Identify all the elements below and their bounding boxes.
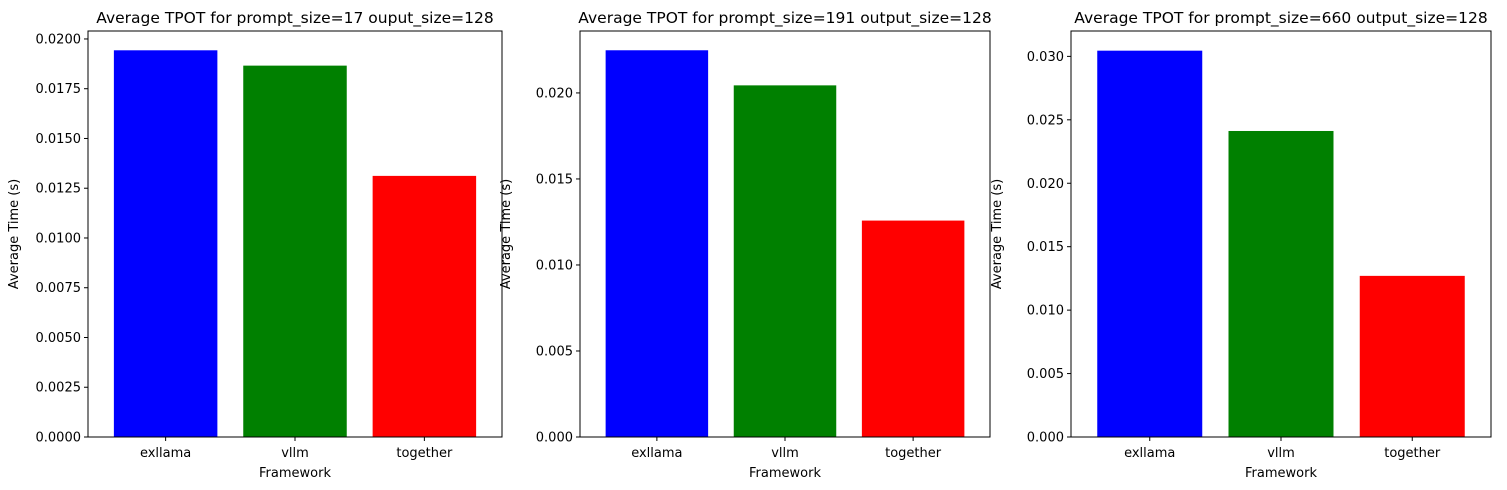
y-tick-label: 0.0100: [36, 231, 82, 246]
chart-title: Average TPOT for prompt_size=660 output_…: [1074, 9, 1487, 28]
y-tick-label: 0.005: [536, 344, 573, 359]
bar-exllama: [113, 50, 218, 438]
bar-vllm: [243, 65, 347, 437]
y-tick-label: 0.000: [1027, 431, 1064, 446]
x-tick-label: exllama: [631, 446, 682, 461]
x-axis-label: Framework: [259, 466, 331, 481]
chart-panel-1: 0.0000 0.0025 0.0050 0.0075 0.0100 0.0125 0.01…: [7, 9, 503, 481]
y-axis-label: Average Time (s): [499, 179, 514, 289]
x-tick-label: exllama: [140, 446, 191, 461]
y-tick-label: 0.0125: [36, 182, 82, 197]
y-tick-label: 0.0150: [36, 132, 82, 147]
y-axis-label: Average Time (s): [7, 179, 22, 289]
x-tick-label: together: [1384, 446, 1441, 461]
x-tick-label: vllm: [1267, 446, 1295, 461]
x-tick-label: exllama: [1124, 446, 1175, 461]
x-tick-label: together: [885, 446, 942, 461]
y-tick-label: 0.015: [1027, 240, 1064, 255]
y-tick-label: 0.025: [1027, 113, 1064, 128]
y-tick-label: 0.010: [536, 258, 573, 273]
y-tick-label: 0.0000: [36, 431, 82, 446]
y-tick-label: 0.0200: [36, 32, 82, 47]
y-tick-label: 0.020: [536, 86, 573, 101]
bar-together: [1359, 275, 1465, 437]
chart-title: Average TPOT for prompt_size=191 output_…: [578, 9, 991, 28]
y-tick-label: 0.0025: [36, 381, 82, 396]
bar-exllama: [1097, 50, 1203, 438]
x-axis-label: Framework: [749, 466, 821, 481]
y-axis-label: Average Time (s): [990, 179, 1005, 289]
y-tick-label: 0.015: [536, 172, 573, 187]
chart-title: Average TPOT for prompt_size=17 ouput_si…: [96, 9, 493, 28]
y-tick-label: 0.010: [1027, 304, 1064, 319]
y-tick-label: 0.0175: [36, 82, 82, 97]
y-tick-label: 0.020: [1027, 177, 1064, 192]
chart-panel-2: 0.000 0.005 0.010 0.015 0.020 exllama vllm toge…: [499, 9, 992, 481]
x-tick-label: vllm: [281, 446, 309, 461]
y-tick-label: 0.0075: [36, 281, 82, 296]
bar-exllama: [605, 50, 709, 438]
x-tick-label: together: [396, 446, 453, 461]
chart-panel-3: 0.000 0.005 0.010 0.015 0.020 0.025 0.030 exlla…: [990, 9, 1492, 481]
y-tick-label: 0.030: [1027, 50, 1064, 65]
y-tick-label: 0.0050: [36, 331, 82, 346]
bar-together: [861, 220, 965, 437]
y-tick-label: 0.000: [536, 431, 573, 446]
bar-vllm: [1228, 130, 1334, 438]
bar-vllm: [733, 85, 837, 438]
x-tick-label: vllm: [771, 446, 799, 461]
x-axis-label: Framework: [1245, 466, 1317, 481]
y-tick-label: 0.005: [1027, 367, 1064, 382]
bar-together: [372, 175, 477, 437]
